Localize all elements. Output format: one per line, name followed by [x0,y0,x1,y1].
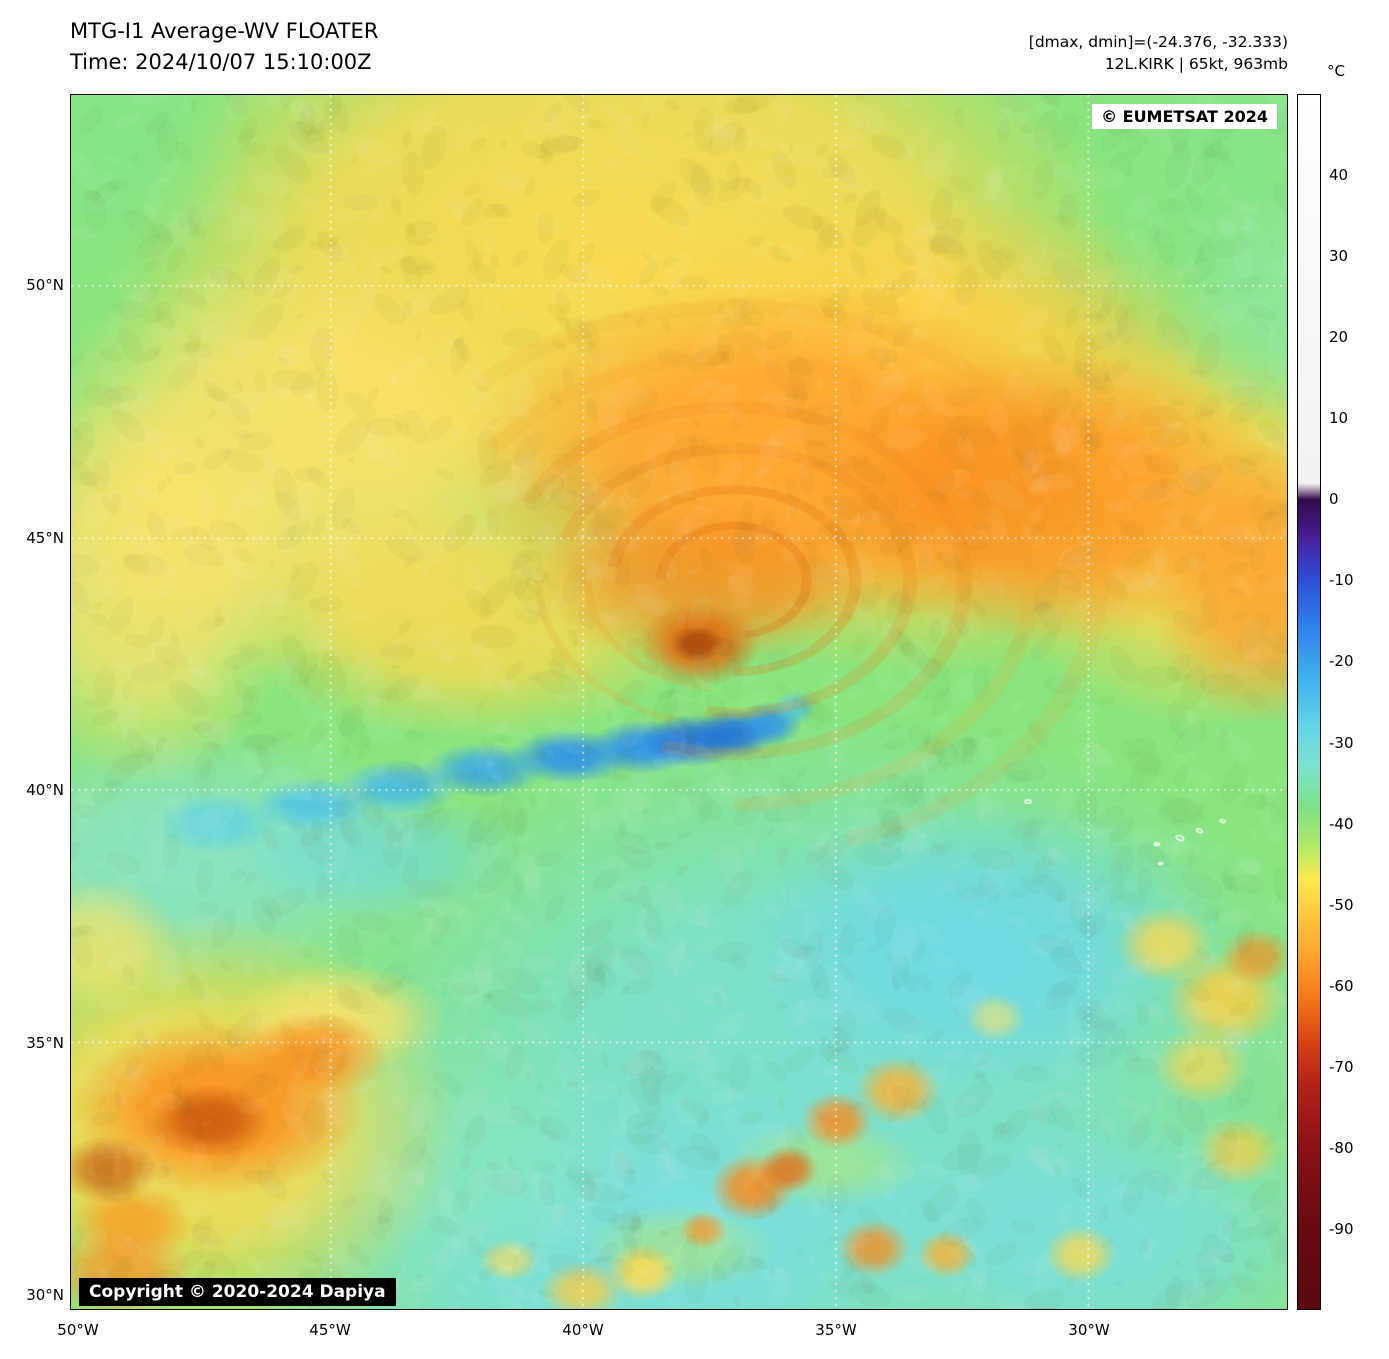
colorbar-unit-label: °C [1327,62,1345,80]
lat-label-3: 40°N [26,781,64,799]
colorbar-tick--80: -80 [1329,1138,1354,1157]
lon-label-3: 40°W [562,1321,604,1339]
lat-label-4: 35°N [26,1034,64,1052]
colorbar [1297,94,1321,1310]
storm-id-readout: 12L.KIRK | 65kt, 963mb [1104,55,1288,73]
colorbar-tick-0: 0 [1329,490,1339,509]
colorbar-tick--40: -40 [1329,814,1354,833]
colorbar-tick--50: -50 [1329,895,1354,914]
colorbar-tick--90: -90 [1329,1219,1354,1238]
map-area: © EUMETSAT 2024 Copyright © 2020-2024 Da… [70,94,1288,1310]
dmax-dmin-readout: [dmax, dmin]=(-24.376, -32.333) [1028,33,1288,51]
lon-label-2: 45°W [309,1321,351,1339]
lon-label-1: 50°W [57,1321,99,1339]
colorbar-tick-10: 10 [1329,409,1349,428]
colorbar-tick--10: -10 [1329,571,1354,590]
colorbar-tick-30: 30 [1329,247,1349,266]
lat-label-1: 50°N [26,276,64,294]
colorbar-tick-40: 40 [1329,166,1349,185]
copyright-badge: Copyright © 2020-2024 Dapiya [79,1278,396,1306]
storm-info: [dmax, dmin]=(-24.376, -32.333) 12L.KIRK… [1029,31,1288,75]
lat-label-2: 45°N [26,529,64,547]
colorbar-tick--60: -60 [1329,976,1354,995]
title-line-time: Time: 2024/10/07 15:10:00Z [70,50,372,74]
title-line-product: MTG-I1 Average-WV FLOATER [70,19,379,43]
lat-label-5: 30°N [26,1286,64,1304]
water-vapor-imagery-canvas [71,95,1287,1309]
colorbar-tick-20: 20 [1329,328,1349,347]
lon-label-4: 35°W [815,1321,857,1339]
eumetsat-badge: © EUMETSAT 2024 [1092,104,1277,129]
figure-title: MTG-I1 Average-WV FLOATER Time: 2024/10/… [70,16,378,78]
lon-label-5: 30°W [1068,1321,1110,1339]
colorbar-tick--20: -20 [1329,652,1354,671]
colorbar-tick--30: -30 [1329,733,1354,752]
colorbar-tick--70: -70 [1329,1057,1354,1076]
colorbar-gradient [1298,95,1320,1309]
